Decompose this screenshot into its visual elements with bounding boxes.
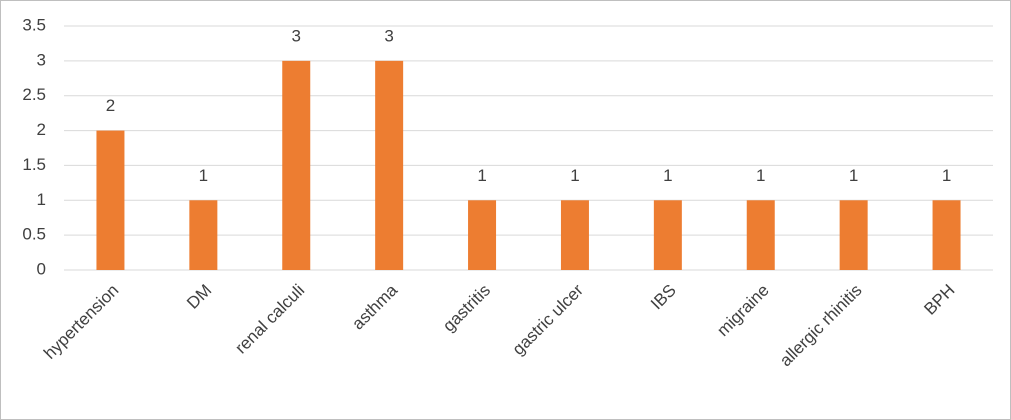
bar bbox=[932, 200, 961, 270]
y-tick-label: 0 bbox=[37, 259, 46, 278]
data-label: 3 bbox=[384, 26, 393, 45]
y-tick-label: 1 bbox=[37, 190, 46, 209]
data-label: 1 bbox=[663, 166, 672, 185]
data-label: 2 bbox=[106, 96, 115, 115]
y-tick-label: 2.5 bbox=[22, 85, 46, 104]
bar bbox=[468, 200, 497, 270]
bar bbox=[560, 200, 589, 270]
data-label: 3 bbox=[292, 26, 301, 45]
bar bbox=[653, 200, 682, 270]
data-label: 1 bbox=[942, 166, 951, 185]
bar bbox=[282, 60, 311, 270]
bar bbox=[746, 200, 775, 270]
y-tick-label: 2 bbox=[37, 120, 46, 139]
data-label: 1 bbox=[849, 166, 858, 185]
y-tick-label: 3.5 bbox=[22, 15, 46, 34]
bar bbox=[189, 200, 218, 270]
bar bbox=[839, 200, 868, 270]
data-label: 1 bbox=[570, 166, 579, 185]
y-tick-label: 0.5 bbox=[22, 225, 46, 244]
y-tick-label: 3 bbox=[37, 50, 46, 69]
data-label: 1 bbox=[756, 166, 765, 185]
data-label: 1 bbox=[199, 166, 208, 185]
bar bbox=[375, 60, 404, 270]
y-tick-label: 1.5 bbox=[22, 155, 46, 174]
data-label: 1 bbox=[477, 166, 486, 185]
bar bbox=[96, 130, 125, 270]
